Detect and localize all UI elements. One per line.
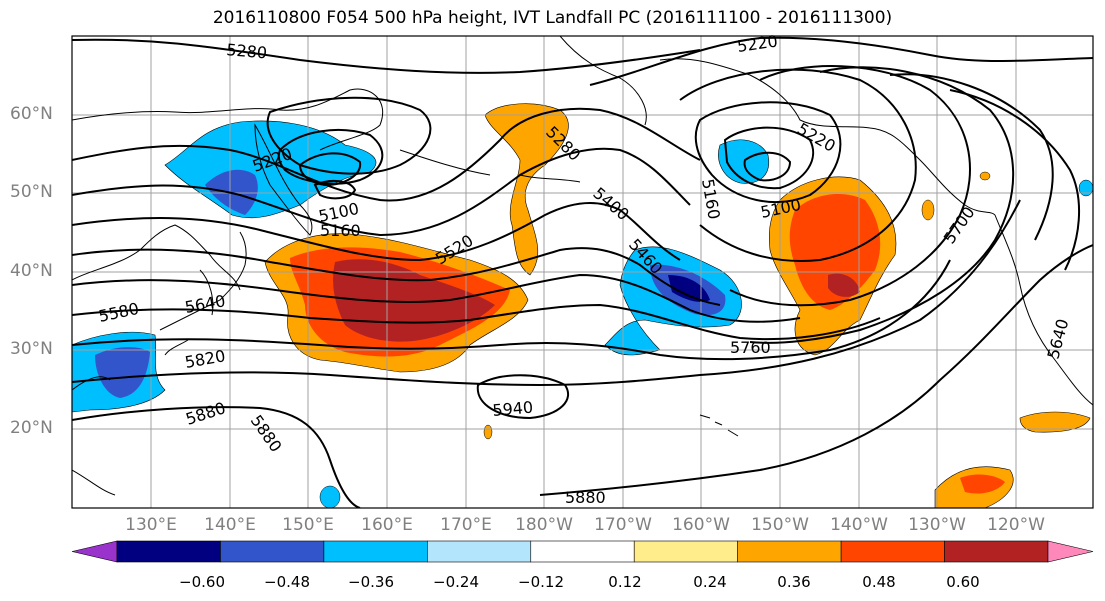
lon-label: 160°W: [672, 515, 730, 535]
lon-label: 150°W: [751, 515, 809, 535]
contour-east-1: [889, 73, 1054, 241]
lat-label: 30°N: [10, 339, 53, 359]
coast-asia: [72, 88, 384, 496]
colorbar-segment: [530, 540, 635, 563]
contour-label: 5760: [730, 338, 771, 357]
colorbar-tick-label: −0.36: [348, 573, 394, 591]
negative-patch-south: [319, 485, 341, 508]
gridlines: [72, 36, 1093, 508]
colorbar-tick-label: 0.12: [608, 573, 642, 591]
positive-patch-canada-a: [921, 199, 935, 221]
contour-wave-8: [72, 199, 1021, 387]
lon-label: 160°E: [361, 515, 413, 535]
contour-5880-south: [72, 406, 361, 508]
colorbar-extend-left: [71, 540, 118, 563]
coast-north-america: [994, 214, 1093, 406]
colorbar-segment: [737, 540, 842, 563]
colorbar-tick-label: 0.60: [946, 573, 980, 591]
coast-aleutians: [399, 149, 581, 183]
colorbar-segment: [220, 540, 325, 563]
positive-core-east: [828, 273, 860, 297]
map-frame: [71, 35, 1094, 509]
colorbar-segment: [427, 540, 532, 563]
lon-label: 140°W: [830, 515, 888, 535]
contour-east-2: [949, 89, 1080, 271]
lat-label: 60°N: [10, 104, 53, 124]
positive-patch-southeast-core: [960, 474, 1005, 494]
contour-gulf-ring-1: [694, 101, 842, 203]
lon-label: 130°E: [125, 515, 177, 535]
contour-gulf-outer-2: [729, 65, 971, 307]
contour-wave-2: [72, 147, 691, 237]
lon-label: 120°W: [987, 515, 1045, 535]
colorbar-segment: [944, 540, 1049, 563]
contour-ring-2: [277, 129, 384, 185]
colorbar-segment: [323, 540, 428, 563]
contour-label: 5160: [320, 221, 361, 240]
lon-label: 170°E: [440, 515, 492, 535]
contour-5880-east: [539, 244, 1093, 496]
lon-label: 140°E: [204, 515, 256, 535]
colorbar-tick-label: −0.12: [518, 573, 564, 591]
negative-patch-canada: [1078, 179, 1093, 197]
height-contours: [72, 36, 1093, 508]
contour-5280-top: [72, 38, 701, 74]
contour-wave-5: [72, 273, 801, 323]
contour-wave-4: [72, 247, 721, 306]
colorbar-tick-label: −0.48: [264, 573, 310, 591]
lat-label: 40°N: [10, 261, 53, 281]
colorbar-tick-label: −0.60: [179, 573, 225, 591]
colorbar-segment: [840, 540, 945, 563]
contour-ring-4: [313, 179, 357, 200]
colorbar-tick-label: 0.48: [862, 573, 896, 591]
contour-wave-1: [72, 107, 701, 202]
contour-ring-1: [266, 96, 432, 175]
contour-label: 5880: [565, 488, 606, 507]
contour-gulf-ring-2: [723, 126, 815, 190]
colorbar-segment: [633, 540, 738, 563]
lon-label: 130°W: [908, 515, 966, 535]
lon-label: 170°W: [594, 515, 652, 535]
coast-hawaii: [699, 414, 739, 437]
lat-label: 50°N: [10, 182, 53, 202]
lat-label: 20°N: [10, 418, 53, 438]
contour-wave-3: [72, 202, 681, 262]
positive-mid-east: [789, 194, 881, 310]
contour-5940-closed: [476, 374, 570, 420]
negative-core-south: [95, 347, 150, 398]
contour-5220-top: [589, 36, 1093, 86]
colorbar-extend-right: [1047, 540, 1094, 563]
chart-title: 2016110800 F054 500 hPa height, IVT Land…: [212, 8, 893, 28]
coast-kamchatka: [254, 123, 313, 236]
positive-patch-canada-b: [979, 171, 991, 181]
contour-gulf-ring-3: [743, 151, 792, 182]
lon-label: 180°W: [515, 515, 573, 535]
colorbar-tick-label: 0.36: [777, 573, 811, 591]
contour-label: 5280: [226, 40, 268, 62]
contour-label: 5940: [492, 398, 534, 420]
contour-wave-6: [72, 303, 881, 341]
colorbar-segment: [116, 540, 221, 563]
negative-region-gulf: [718, 139, 770, 184]
lon-label: 150°E: [282, 515, 334, 535]
colorbar-tick-label: 0.24: [693, 573, 727, 591]
colorbar: [71, 540, 1094, 563]
negative-darkest-central: [668, 275, 710, 303]
contour-gulf-outer-3: [749, 66, 1015, 344]
positive-patch-hawaii: [483, 424, 493, 440]
colorbar-tick-label: −0.24: [433, 573, 479, 591]
contour-wave-7: [72, 259, 951, 361]
contour-gulf-outer-1: [679, 68, 917, 262]
